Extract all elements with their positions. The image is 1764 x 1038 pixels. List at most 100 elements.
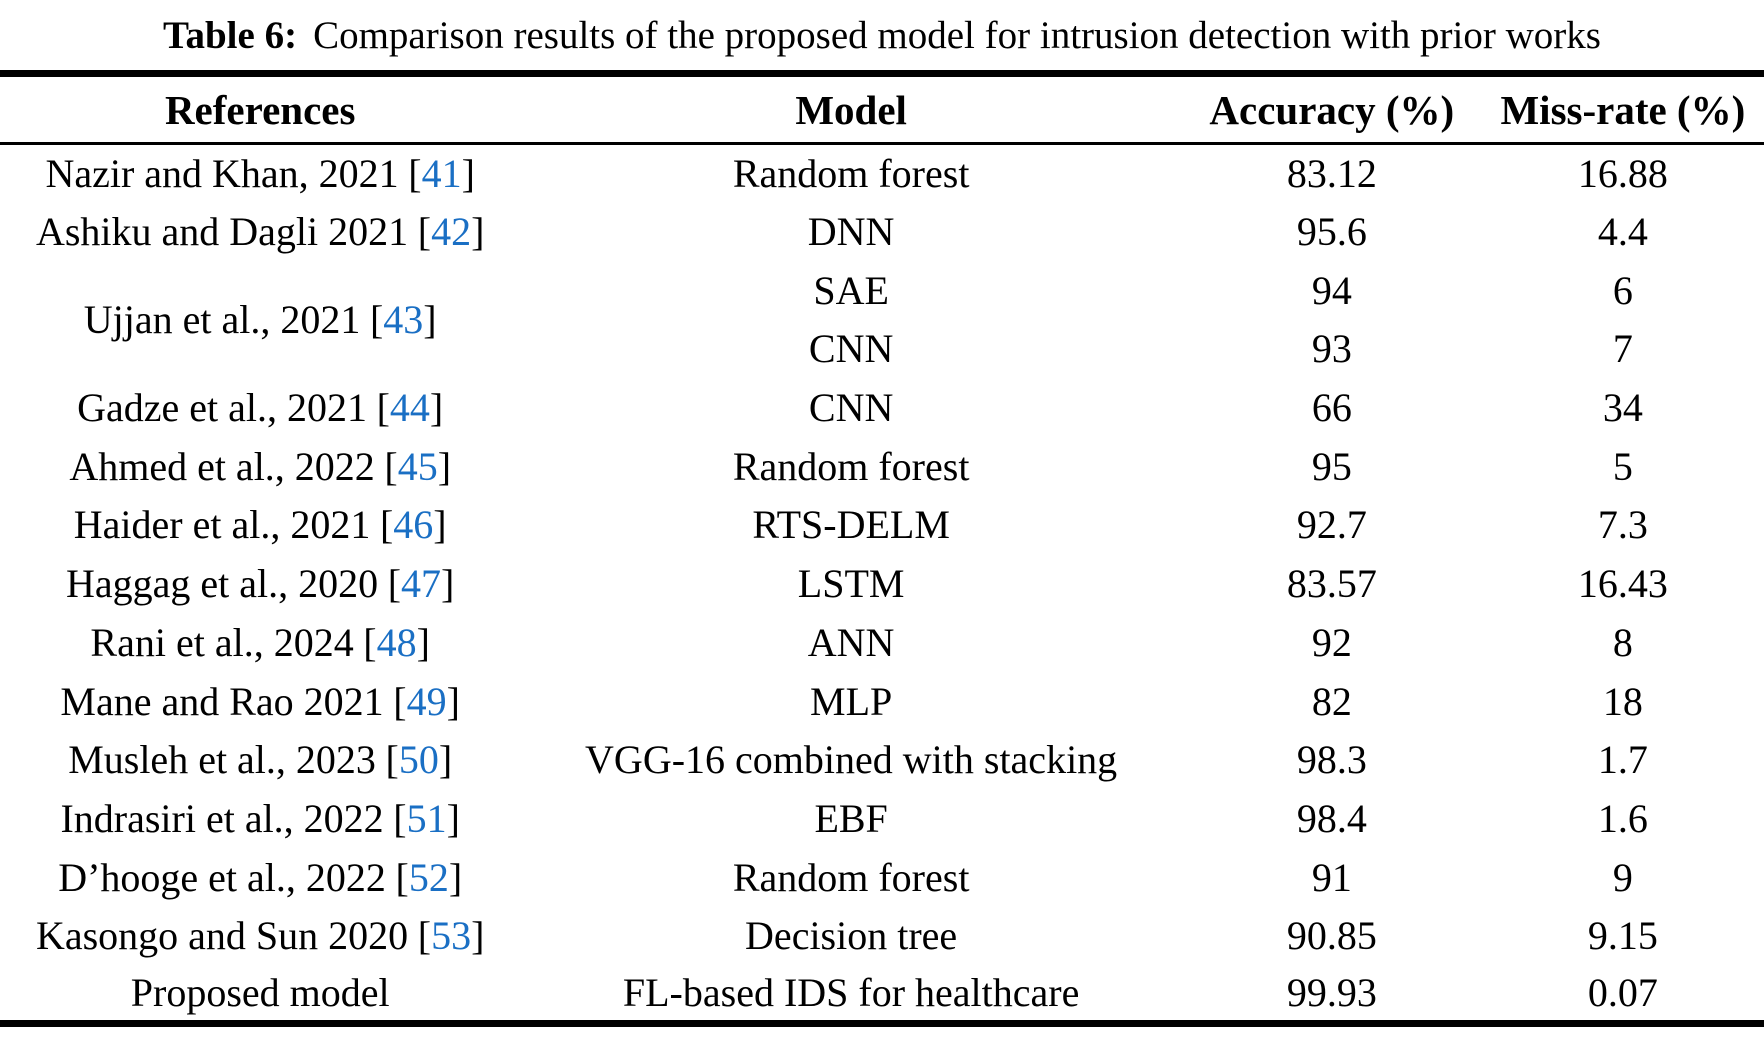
reference-cell: Nazir and Khan, 2021 [41]	[0, 144, 520, 203]
accuracy-cell: 93	[1311, 326, 1352, 372]
miss-rate-cell: 6	[1612, 267, 1633, 313]
accuracy-cell: 66	[1311, 385, 1352, 431]
miss-rate-cell: 8	[1612, 619, 1633, 665]
reference-text: Rani et al., 2024	[90, 619, 354, 665]
table-row: Proposed model FL-based IDS for healthca…	[0, 965, 1764, 1024]
reference-cell: Mane and Rao 2021 [49]	[0, 672, 520, 731]
reference-text: Proposed model	[130, 970, 390, 1016]
citation-open-bracket: [	[417, 209, 432, 255]
citation-link[interactable]: 44	[389, 385, 430, 431]
citation-link[interactable]: 53	[431, 913, 472, 959]
accuracy-cell: 91	[1311, 854, 1352, 900]
table-caption: Table 6: Comparison results of the propo…	[0, 0, 1764, 70]
table-row: Kasongo and Sun 2020 [53] Decision tree 9…	[0, 906, 1764, 965]
citation-close-bracket: ]	[461, 151, 475, 197]
miss-rate-cell: 1.6	[1597, 795, 1648, 841]
citation-close-bracket: ]	[446, 795, 460, 841]
model-cell: Decision tree	[745, 913, 958, 959]
citation-open-bracket: [	[384, 443, 398, 489]
citation-close-bracket: ]	[448, 854, 463, 900]
citation-close-bracket: ]	[471, 209, 485, 255]
reference-cell: Proposed model	[0, 965, 520, 1024]
citation-link[interactable]: 45	[397, 443, 438, 489]
table-row: Ahmed et al., 2022 [45] Random forest 95 …	[0, 437, 1764, 496]
citation-open-bracket: [	[385, 737, 399, 783]
model-cell: FL-based IDS for healthcare	[622, 970, 1080, 1016]
reference-cell: Musleh et al., 2023 [50]	[0, 730, 520, 789]
citation-open-bracket: [	[363, 619, 377, 665]
model-cell: CNN	[808, 385, 894, 431]
reference-text: Haider et al., 2021	[73, 502, 371, 548]
miss-rate-cell: 9.15	[1587, 913, 1658, 959]
citation-link[interactable]: 47	[401, 561, 442, 607]
citation-open-bracket: [	[393, 678, 407, 724]
reference-cell: Indrasiri et al., 2022 [51]	[0, 789, 520, 848]
header-row: References Model Accuracy (%) Miss-rate …	[0, 73, 1764, 145]
citation-link[interactable]: 48	[376, 619, 417, 665]
table-row: Ujjan et al., 2021 [43] SAE 94 6	[0, 261, 1764, 342]
reference-cell: Haider et al., 2021 [46]	[0, 496, 520, 555]
miss-rate-cell: 9	[1612, 854, 1633, 900]
miss-rate-cell: 1.7	[1597, 737, 1648, 783]
table-row: Gadze et al., 2021 [44] CNN 66 34	[0, 378, 1764, 437]
citation-close-bracket: ]	[446, 678, 460, 724]
reference-text: Ahmed et al., 2022	[69, 443, 375, 489]
reference-text: Kasongo and Sun 2020	[35, 913, 409, 959]
accuracy-cell: 95.6	[1296, 209, 1367, 255]
miss-rate-cell: 34	[1602, 385, 1643, 431]
accuracy-cell: 95	[1311, 443, 1352, 489]
citation-link[interactable]: 42	[431, 209, 472, 255]
reference-cell: Ahmed et al., 2022 [45]	[0, 437, 520, 496]
table-row: Haider et al., 2021 [46] RTS-DELM 92.7 7.…	[0, 496, 1764, 555]
table-caption-text: Comparison results of the proposed model…	[313, 13, 1601, 57]
accuracy-cell: 83.57	[1286, 561, 1377, 607]
model-cell: SAE	[813, 267, 889, 313]
reference-text: Indrasiri et al., 2022	[60, 795, 384, 841]
column-header-model: Model	[520, 73, 1182, 145]
reference-text: Ujjan et al., 2021	[83, 297, 361, 343]
model-cell: VGG-16 combined with stacking	[585, 737, 1118, 783]
reference-cell: Rani et al., 2024 [48]	[0, 613, 520, 672]
citation-link[interactable]: 50	[398, 737, 439, 783]
table-row: Ashiku and Dagli 2021 [42] DNN 95.6 4.4	[0, 202, 1764, 261]
citation-link[interactable]: 46	[393, 502, 434, 548]
miss-rate-cell: 16.43	[1577, 561, 1668, 607]
citation-link[interactable]: 52	[408, 854, 449, 900]
column-header-miss-rate: Miss-rate (%)	[1481, 73, 1764, 145]
model-cell: DNN	[807, 209, 895, 255]
miss-rate-cell: 7	[1612, 326, 1633, 372]
citation-close-bracket: ]	[471, 913, 485, 959]
miss-rate-cell: 5	[1612, 443, 1633, 489]
citation-open-bracket: [	[417, 913, 432, 959]
citation-link[interactable]: 51	[406, 795, 447, 841]
citation-open-bracket: [	[395, 854, 409, 900]
reference-text: Mane and Rao 2021	[60, 678, 384, 724]
citation-open-bracket: [	[387, 561, 402, 607]
accuracy-cell: 82	[1311, 678, 1352, 724]
citation-close-bracket: ]	[429, 385, 444, 431]
accuracy-cell: 98.3	[1296, 737, 1367, 783]
reference-text: Musleh et al., 2023	[68, 737, 376, 783]
accuracy-cell: 98.4	[1296, 795, 1367, 841]
citation-open-bracket: [	[369, 297, 384, 343]
accuracy-cell: 92	[1311, 619, 1352, 665]
miss-rate-cell: 18	[1602, 678, 1643, 724]
table-row: Haggag et al., 2020 [47] LSTM 83.57 16.43	[0, 554, 1764, 613]
column-header-accuracy: Accuracy (%)	[1181, 73, 1482, 145]
citation-close-bracket: ]	[437, 443, 452, 489]
reference-cell: D’hooge et al., 2022 [52]	[0, 848, 520, 907]
reference-cell: Gadze et al., 2021 [44]	[0, 378, 520, 437]
citation-close-bracket: ]	[416, 619, 430, 665]
citation-link[interactable]: 49	[406, 678, 447, 724]
table-row: Indrasiri et al., 2022 [51] EBF 98.4 1.6	[0, 789, 1764, 848]
model-cell: EBF	[814, 795, 888, 841]
miss-rate-cell: 16.88	[1577, 151, 1668, 197]
table-row: Musleh et al., 2023 [50] VGG-16 combined …	[0, 730, 1764, 789]
citation-close-bracket: ]	[423, 297, 437, 343]
reference-text: Gadze et al., 2021	[77, 385, 367, 431]
citation-link[interactable]: 43	[383, 297, 424, 343]
comparison-table: References Model Accuracy (%) Miss-rate …	[0, 70, 1764, 1028]
model-cell: LSTM	[797, 561, 905, 607]
citation-link[interactable]: 41	[421, 151, 462, 197]
